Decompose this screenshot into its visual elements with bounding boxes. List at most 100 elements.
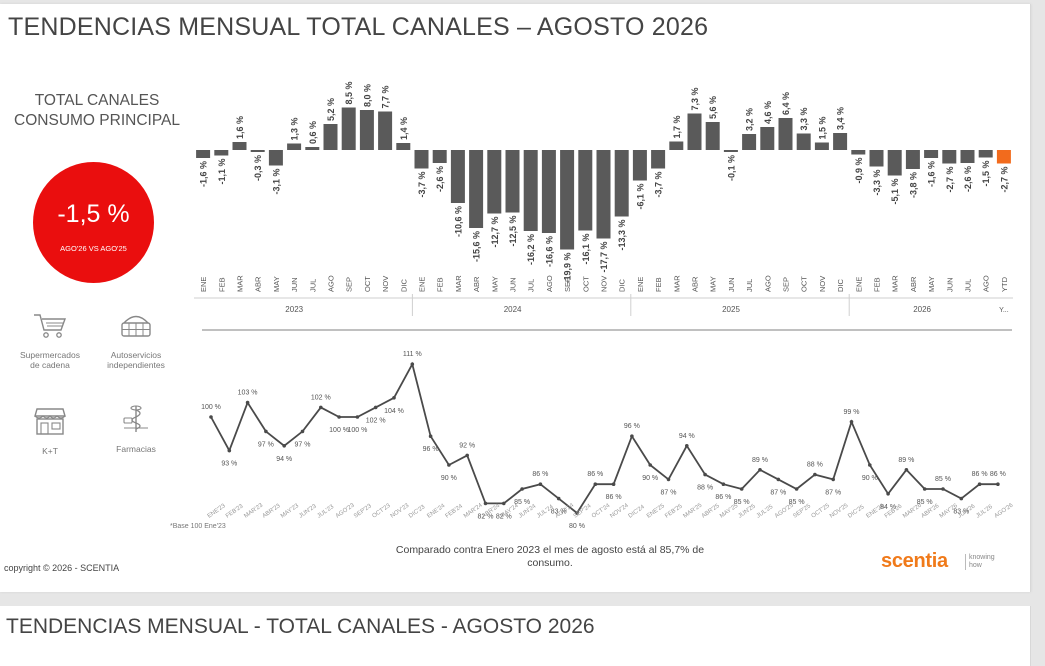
series-point xyxy=(392,396,396,400)
point-value-label: 88 % xyxy=(697,485,713,492)
bar-value-label: -3,3 % xyxy=(872,170,882,196)
series-point xyxy=(831,477,835,482)
bar-category-label: ABR xyxy=(909,276,918,292)
bar-value-label: 1,3 % xyxy=(290,117,300,140)
bar xyxy=(469,150,484,228)
point-value-label: 85 % xyxy=(514,499,530,506)
point-value-label: 83 % xyxy=(551,509,567,516)
point-value-label: 87 % xyxy=(661,489,677,496)
bar-value-label: 8,5 % xyxy=(344,81,354,104)
copyright: copyright © 2026 - SCENTIA xyxy=(4,563,120,573)
point-value-label: 90 % xyxy=(862,475,878,482)
series-point xyxy=(355,415,360,419)
bar xyxy=(778,118,793,150)
point-value-label: 94 % xyxy=(276,456,292,463)
series-point xyxy=(941,487,945,491)
bar xyxy=(942,150,957,164)
point-value-label: 92 % xyxy=(459,442,475,449)
bar-value-label: -1,1 % xyxy=(217,159,227,185)
bar xyxy=(614,150,629,217)
bar-value-label: 5,2 % xyxy=(326,98,336,121)
point-value-label: 80 % xyxy=(569,523,585,530)
bar-category-label: MAR xyxy=(672,275,681,292)
bar-category-label: MAR xyxy=(891,275,900,292)
series-point xyxy=(758,468,762,472)
bar xyxy=(833,133,848,150)
channel-supermercados: Supermercados de cadena xyxy=(8,312,92,370)
bar-category-label: ABR xyxy=(254,276,263,292)
bar-value-label: 3,4 % xyxy=(836,107,846,130)
bar xyxy=(960,150,975,163)
bar-value-label: -2,6 % xyxy=(435,166,445,192)
point-value-label: 103 % xyxy=(238,390,258,397)
bar-value-label: -2,7 % xyxy=(945,167,955,193)
group-label: 2023 xyxy=(285,305,303,314)
channel-autoservicios: Autoservicios independientes xyxy=(96,312,176,370)
series-point xyxy=(556,496,561,501)
channel-kt: K+T xyxy=(8,406,92,456)
bar-category-label: ABR xyxy=(691,276,700,292)
bar-category-label: FEB xyxy=(654,277,663,292)
bar xyxy=(378,111,393,150)
bar-value-label: -1,6 % xyxy=(927,161,937,187)
line-category-label: MAR'25 xyxy=(683,502,704,519)
bar xyxy=(214,150,229,156)
line-category-label: ENE'23 xyxy=(207,503,227,520)
bar xyxy=(250,150,265,152)
next-slide: TENDENCIAS MENSUAL - TOTAL CANALES - AGO… xyxy=(0,606,1031,666)
point-value-label: 96 % xyxy=(423,446,439,453)
point-value-label: 96 % xyxy=(624,423,640,430)
line-category-label: FEB'25 xyxy=(664,503,684,519)
series-line xyxy=(210,361,998,515)
bar xyxy=(596,150,611,239)
bar-category-label: JUL xyxy=(964,279,973,292)
summary-note: Comparado contra Enero 2023 el mes de ag… xyxy=(330,544,770,570)
line-category-label: JUL'26 xyxy=(975,504,994,520)
bar-category-label: MAY xyxy=(490,276,499,292)
point-value-label: 100 % xyxy=(347,427,367,434)
bar-category-label: OCT xyxy=(800,276,809,292)
bar xyxy=(887,150,902,176)
bar-value-label: 7,7 % xyxy=(381,85,391,108)
bar-value-label: 1,7 % xyxy=(672,115,682,138)
bar xyxy=(505,150,520,213)
bar-category-label: ENE xyxy=(636,277,645,292)
pharmacy-icon xyxy=(123,405,148,432)
point-value-label: 82 % xyxy=(478,513,494,520)
bar-value-label: 3,2 % xyxy=(745,108,755,131)
bar xyxy=(814,142,829,150)
bar-value-label: -10,6 % xyxy=(453,206,463,237)
bar-category-label: JUN xyxy=(509,277,518,292)
bar-category-label: NOV xyxy=(381,276,390,292)
logo-tagline-2: how xyxy=(969,562,982,569)
point-value-label: 86 % xyxy=(532,471,548,478)
series-point xyxy=(227,448,232,453)
bar-value-label: 1,6 % xyxy=(235,116,245,139)
line-category-label: AGO'23 xyxy=(335,502,356,519)
line-category-label: JUL'25 xyxy=(756,504,775,520)
line-category-label: FEB'23 xyxy=(225,503,245,519)
point-value-label: 86 % xyxy=(715,494,731,501)
series-point xyxy=(813,472,817,477)
series-point xyxy=(868,463,872,467)
bar-category-label: MAR xyxy=(236,275,245,292)
bar-category-label: YTD xyxy=(1000,276,1009,292)
series-point xyxy=(410,362,415,367)
bar-value-label: 8,0 % xyxy=(362,84,372,107)
series-point xyxy=(282,444,287,448)
bar-category-label: JUN xyxy=(290,277,299,292)
line-category-label: ENE'25 xyxy=(646,503,666,520)
series-point xyxy=(794,487,799,491)
series-point xyxy=(538,482,543,487)
bar-category-label: ENE xyxy=(854,277,863,292)
kpi-badge: -1,5 % AGO'26 VS AGO'25 xyxy=(33,162,154,283)
bar-category-label: SEP xyxy=(782,277,791,292)
bar-category-label: ABR xyxy=(472,276,481,292)
bar-value-label: -15,6 % xyxy=(472,231,482,262)
line-category-label: FEB'24 xyxy=(445,503,465,519)
bar-category-label: OCT xyxy=(363,276,372,292)
kpi-caption: AGO'26 VS AGO'25 xyxy=(60,244,127,253)
line-category-label: DIC'24 xyxy=(628,504,647,520)
bar xyxy=(196,150,211,158)
bar-category-label: MAY xyxy=(927,276,936,292)
